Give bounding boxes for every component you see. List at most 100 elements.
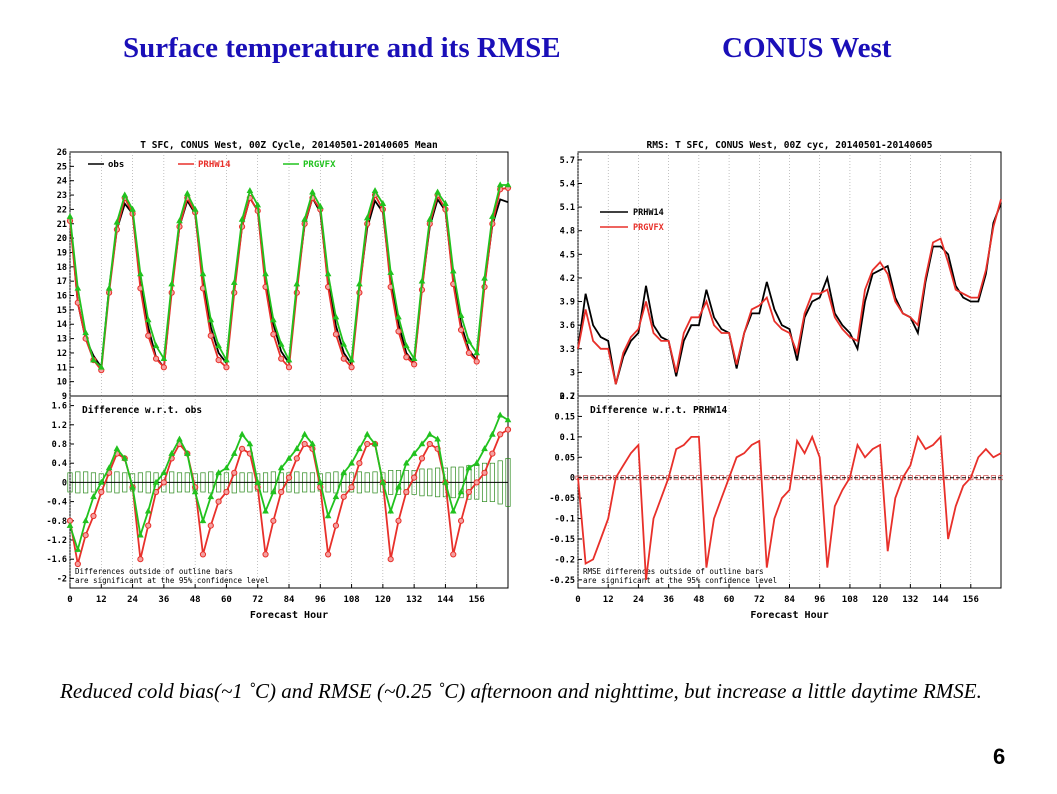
page-number: 6: [993, 744, 1006, 769]
data-point-prgvfx: [121, 191, 129, 198]
y-tick-label: 21: [57, 220, 67, 230]
data-point-prgvfx: [395, 313, 402, 320]
significance-note: are significant at the 95% confidence le…: [75, 576, 269, 585]
x-tick-label: 0: [67, 595, 72, 605]
data-point-prhw14: [465, 349, 472, 357]
data-point-prhw14: [411, 474, 418, 481]
data-point-prhw14: [301, 440, 308, 448]
y-tick-label: 3.9: [560, 298, 575, 308]
x-tick-label: 60: [724, 595, 735, 605]
significance-note: Differences outside of outline bars: [75, 567, 233, 576]
data-point-prgvfx: [105, 464, 113, 471]
data-point-prgvfx: [207, 316, 215, 323]
y-tick-label: 5.7: [560, 156, 575, 166]
data-point-prgvfx: [254, 201, 262, 208]
data-point-prhw14: [223, 364, 230, 371]
data-point-prgvfx: [129, 205, 136, 212]
x-tick-label: 84: [284, 595, 295, 605]
data-point-prgvfx: [332, 493, 340, 500]
x-tick-label: 84: [784, 595, 795, 605]
data-point-prgvfx: [223, 464, 230, 471]
data-point-prgvfx: [285, 356, 293, 363]
data-point-prhw14: [145, 522, 152, 529]
data-point-prgvfx: [277, 340, 285, 347]
data-point-prgvfx: [316, 202, 324, 209]
y-tick-label: -0.15: [549, 535, 575, 545]
data-point-prgvfx: [160, 355, 168, 361]
data-point-prhw14: [450, 551, 457, 558]
y-tick-label: 3.3: [560, 345, 575, 355]
data-point-prgvfx: [387, 268, 394, 275]
data-point-prgvfx: [262, 507, 269, 514]
x-tick-label: 96: [814, 595, 825, 605]
chart-t-sfc-rmse: RMS: T SFC, CONUS West, 00Z cyc, 2014050…: [549, 140, 1003, 621]
data-point-prgvfx: [363, 430, 371, 437]
data-point-prhw14: [489, 450, 496, 457]
data-point-prgvfx: [176, 217, 183, 224]
data-point-prgvfx: [324, 512, 332, 519]
data-point-prhw14: [278, 488, 285, 496]
y-tick-label: 22: [57, 205, 67, 215]
data-point-prhw14: [215, 498, 222, 505]
y-tick-label: 0.8: [52, 440, 67, 450]
data-point-prgvfx: [144, 316, 152, 323]
data-point-prgvfx: [293, 445, 301, 452]
data-point-prhw14: [387, 556, 394, 563]
y-tick-label: -0.25: [549, 576, 575, 586]
data-point-prgvfx: [465, 464, 473, 471]
title-region: CONUS West: [722, 32, 892, 64]
x-tick-label: 156: [469, 595, 485, 605]
y-tick-label: 15: [57, 306, 67, 316]
y-tick-label: 13: [57, 335, 67, 345]
y-tick-label: 1.2: [52, 421, 67, 431]
y-tick-label: 25: [57, 162, 67, 172]
data-point-prgvfx: [238, 215, 246, 222]
y-tick-label: 4.5: [560, 250, 575, 260]
chart-title: T SFC, CONUS West, 00Z Cycle, 20140501-2…: [140, 140, 437, 151]
data-point-prgvfx: [410, 355, 418, 361]
y-tick-label: 0.05: [555, 453, 575, 463]
significance-bar: [643, 475, 649, 481]
data-point-prgvfx: [207, 493, 215, 500]
data-point-prgvfx: [66, 212, 74, 219]
data-point-prgvfx: [74, 545, 82, 552]
y-tick-label: 0.2: [560, 392, 575, 402]
y-tick-label: 3: [570, 368, 575, 378]
chart-t-sfc-mean: T SFC, CONUS West, 00Z Cycle, 20140501-2…: [47, 140, 512, 621]
data-point-prgvfx: [363, 214, 371, 221]
data-point-prgvfx: [74, 284, 82, 291]
data-point-prgvfx: [97, 363, 105, 370]
data-point-prgvfx: [379, 478, 387, 485]
x-tick-label: 0: [575, 595, 580, 605]
data-point-prgvfx: [301, 215, 308, 222]
data-point-prhw14: [473, 358, 480, 365]
data-point-prgvfx: [137, 270, 144, 277]
data-point-prhw14: [340, 355, 347, 362]
data-point-prgvfx: [144, 507, 152, 514]
y-tick-label: 4.2: [560, 274, 575, 284]
x-tick-label: 144: [932, 595, 949, 605]
data-point-prgvfx: [473, 459, 481, 466]
y-tick-label: 16: [57, 292, 67, 302]
data-point-prgvfx: [176, 435, 183, 442]
x-tick-label: 36: [663, 595, 674, 605]
data-point-prgvfx: [371, 187, 379, 194]
data-point-prgvfx: [457, 488, 465, 495]
difference-title: Difference w.r.t. obs: [82, 405, 202, 416]
data-point-prgvfx: [277, 464, 285, 471]
significance-note: are significant at the 95% confidence le…: [583, 576, 777, 585]
x-tick-label: 72: [252, 595, 263, 605]
data-point-prgvfx: [215, 469, 222, 476]
data-point-prgvfx: [168, 280, 175, 287]
data-point-prgvfx: [457, 312, 465, 318]
data-point-prhw14: [403, 354, 410, 361]
significance-note: RMSE differences outside of outline bars: [583, 567, 764, 576]
data-point-prgvfx: [489, 212, 496, 219]
x-tick-label: 48: [190, 595, 201, 605]
slide-caption: Reduced cold bias(~1 ˚C) and RMSE (~0.25…: [60, 679, 982, 703]
x-tick-label: 108: [343, 595, 359, 605]
data-point-prhw14: [270, 517, 277, 524]
data-point-prgvfx: [184, 190, 191, 196]
x-tick-label: 132: [902, 595, 918, 605]
data-point-prgvfx: [90, 493, 97, 500]
